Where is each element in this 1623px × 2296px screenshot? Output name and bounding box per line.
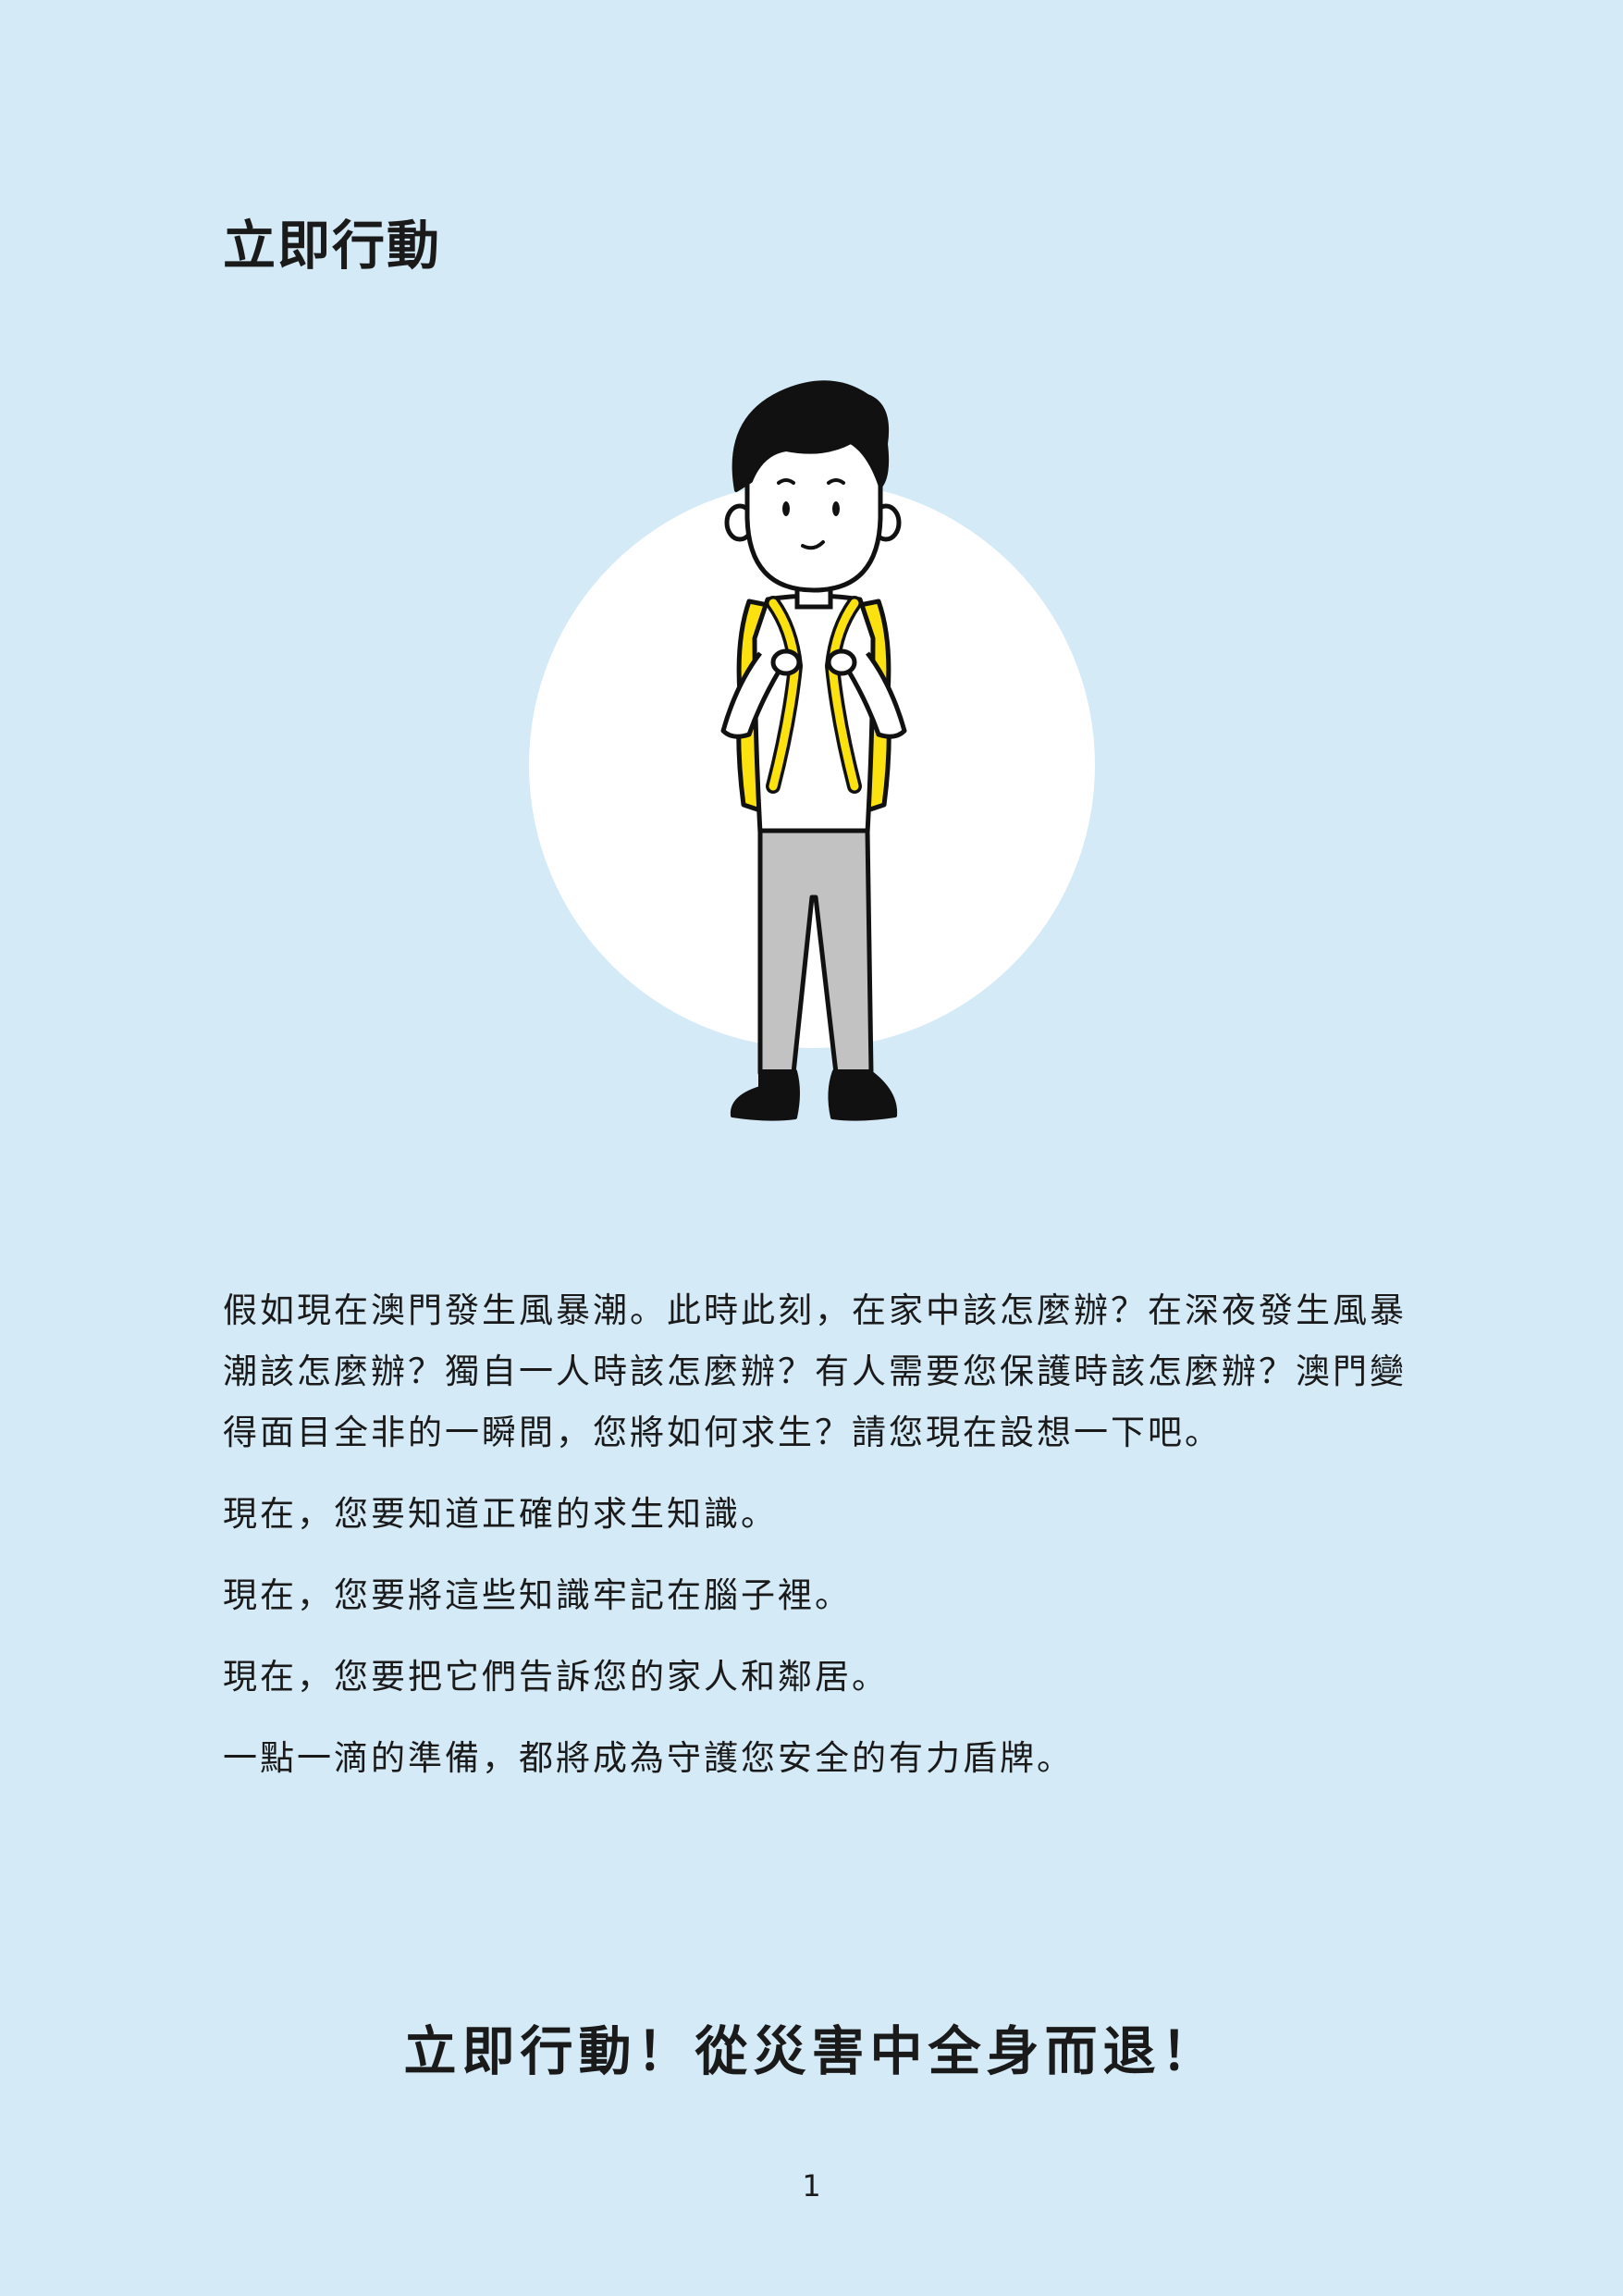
page-number: 1: [802, 2168, 821, 2203]
slogan: 立即行動！從災害中全身而退！: [403, 2021, 1220, 2082]
body-text: 假如現在澳門發生風暴潮。此時此刻，在家中該怎麼辦？在深夜發生風暴潮該怎麼辦？獨自…: [223, 1280, 1407, 1809]
paragraph-tell-family: 現在，您要把它們告訴您的家人和鄰居。: [223, 1657, 889, 1697]
shirt: [752, 593, 876, 835]
paragraph-remember: 現在，您要將這些知識牢記在腦子裡。: [223, 1575, 852, 1615]
mouth: [801, 540, 825, 550]
paragraph-know: 現在，您要知道正確的求生知識。: [223, 1494, 778, 1534]
shoe-right: [828, 1069, 898, 1121]
arm-left: [720, 651, 781, 739]
eye-left: [782, 501, 790, 516]
arm-right: [846, 651, 907, 739]
hair: [732, 380, 890, 492]
paragraph-preparation: 一點一滴的準備，都將成為守護您安全的有力盾牌。: [223, 1738, 1074, 1778]
eyebrow-left: [777, 478, 795, 485]
boy-with-backpack-illustration: [518, 361, 1110, 1138]
hand-left: [770, 648, 802, 676]
intro-paragraph: 假如現在澳門發生風暴潮。此時此刻，在家中該怎麼辦？在深夜發生風暴潮該怎麼辦？獨自…: [223, 1290, 1407, 1452]
shoe-left: [730, 1069, 800, 1121]
eye-right: [832, 501, 840, 516]
eyebrow-right: [827, 478, 845, 485]
hand-right: [826, 648, 857, 676]
page-title: 立即行動: [223, 216, 441, 277]
